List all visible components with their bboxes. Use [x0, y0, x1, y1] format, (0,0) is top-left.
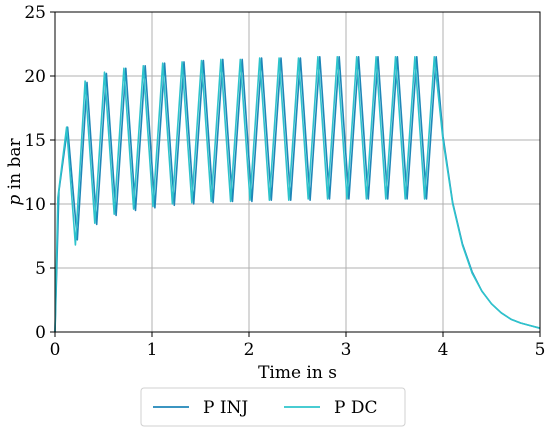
y-tick-label: 20 [24, 67, 46, 87]
y-axis-label: p in bar [5, 138, 25, 206]
y-tick-label: 0 [35, 323, 46, 343]
y-tick-label: 5 [35, 259, 46, 279]
y-axis-label-unit: in bar [5, 138, 25, 195]
x-ticks: 0 1 2 3 4 5 [50, 332, 546, 360]
plot-frame [54, 11, 541, 333]
x-tick-label: 5 [535, 340, 546, 360]
legend-box [140, 387, 406, 427]
y-tick-label: 25 [24, 3, 46, 23]
grid-lines [54, 11, 541, 333]
x-axis-label: Time in s [258, 363, 337, 383]
legend-entry-label: P INJ [203, 398, 248, 418]
series-layer [54, 55, 541, 333]
y-ticks: 0 5 10 15 20 25 [24, 3, 55, 343]
y-tick-label: 10 [24, 195, 46, 215]
x-tick-label: 4 [438, 340, 449, 360]
x-tick-label: 1 [147, 340, 158, 360]
series-line-p-inj [54, 55, 541, 333]
series-line-p-dc [54, 55, 541, 333]
x-tick-label: 0 [50, 340, 61, 360]
legend: P INJ P DC [140, 387, 406, 427]
legend-entry-label: P DC [334, 398, 377, 418]
y-tick-label: 15 [24, 131, 46, 151]
y-axis-label-symbol: p [5, 195, 25, 206]
x-tick-label: 2 [244, 340, 255, 360]
x-tick-label: 3 [341, 340, 352, 360]
